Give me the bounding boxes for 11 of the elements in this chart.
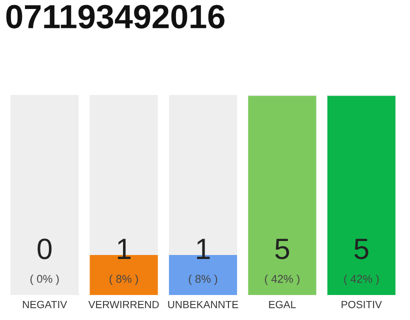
data-label: 0 ( 0% ) xyxy=(30,238,59,285)
x-tick-label: POSITIV xyxy=(342,300,382,308)
data-label: 5 ( 42% ) xyxy=(344,238,379,285)
x-tick-label: EGAL xyxy=(269,300,296,308)
data-label: 5 ( 42% ) xyxy=(264,238,300,285)
x-tick-label: UNBEKANNTE xyxy=(168,300,238,308)
x-tick-label: VERWIRREND xyxy=(88,300,159,308)
x-tick-label: NEGATIV xyxy=(22,300,68,308)
data-label: 1 ( 8% ) xyxy=(110,238,138,285)
chart-title: 071193492016 xyxy=(6,4,224,29)
data-label: 1 ( 8% ) xyxy=(188,238,218,285)
